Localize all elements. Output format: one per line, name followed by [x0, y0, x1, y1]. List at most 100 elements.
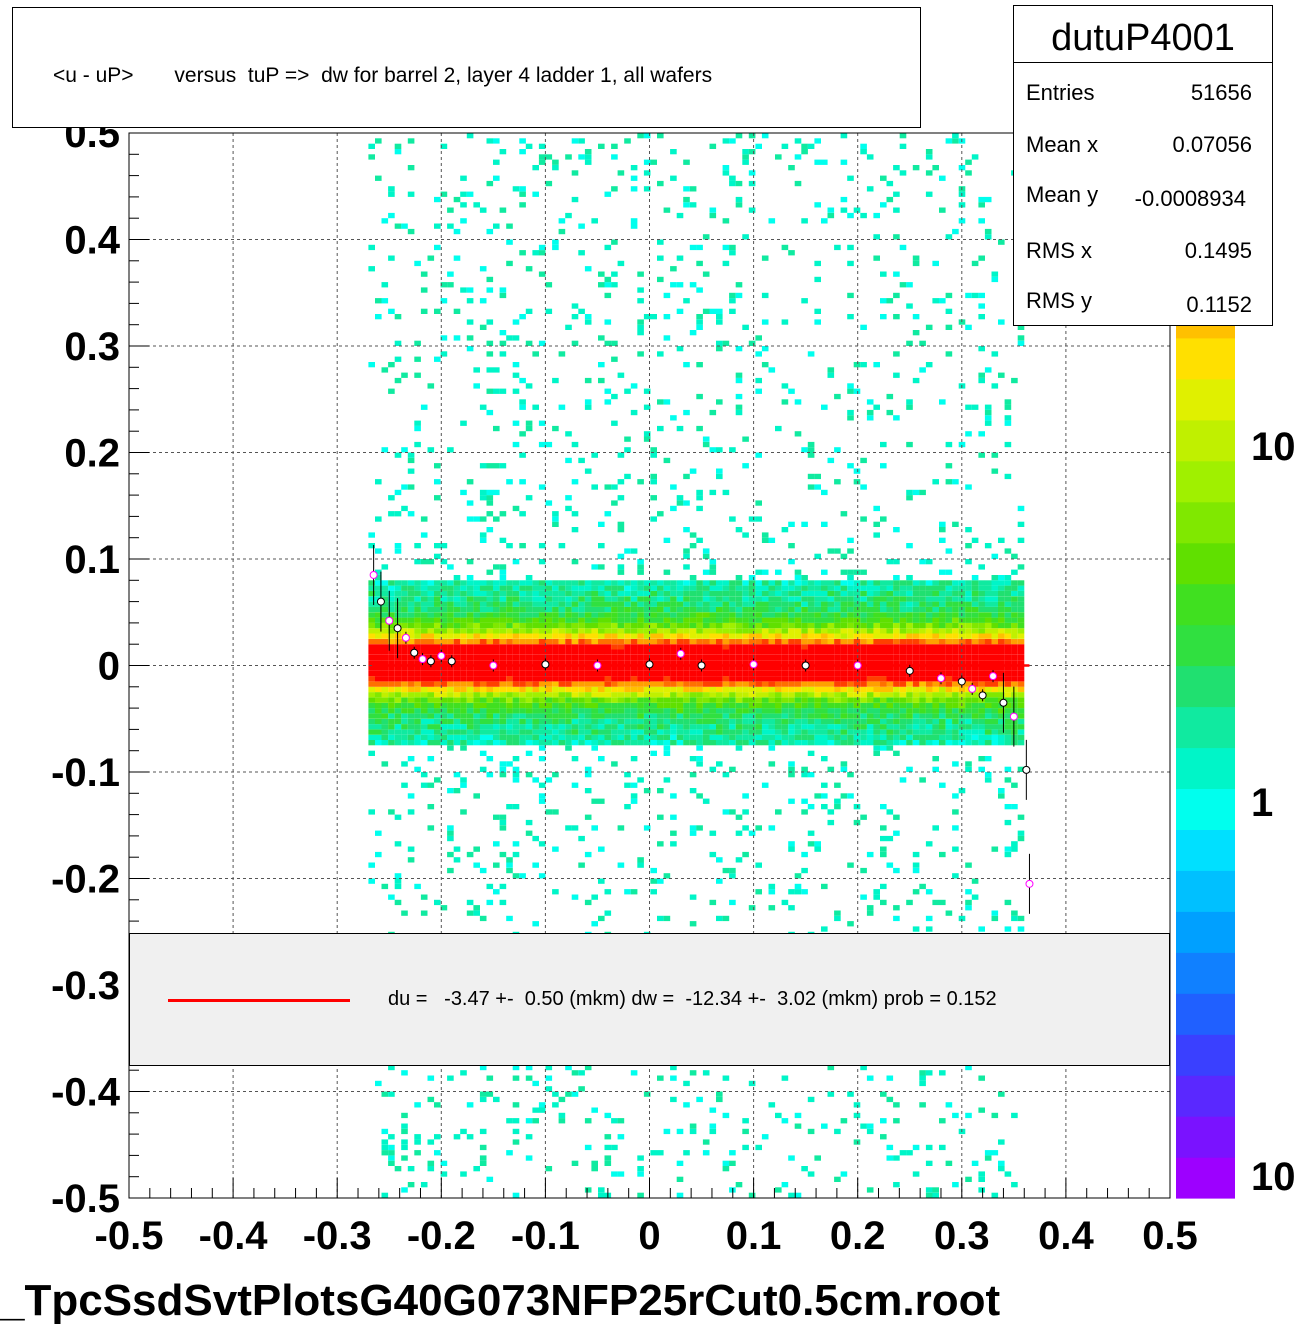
- heat-cell: [473, 580, 480, 586]
- heat-cell: [591, 718, 598, 725]
- heat-cell: [466, 638, 474, 645]
- heat-cell: [447, 851, 454, 858]
- heat-cell: [650, 654, 657, 661]
- heat-cell: [821, 676, 828, 682]
- heat-cell: [696, 580, 703, 586]
- heat-cell: [991, 660, 999, 666]
- heat-cell: [709, 734, 717, 740]
- heat-cell: [755, 638, 762, 645]
- heat-cell: [591, 702, 598, 709]
- heat-cell: [1011, 612, 1018, 618]
- heat-cell: [486, 724, 494, 730]
- heat-cell: [991, 644, 999, 650]
- heat-cell: [827, 729, 835, 735]
- heat-cell: [1017, 564, 1025, 570]
- heat-cell: [434, 196, 441, 203]
- heat-cell: [401, 612, 408, 618]
- heat-cell: [689, 622, 697, 629]
- heat-cell: [512, 756, 520, 762]
- heat-cell: [466, 633, 474, 639]
- heat-cell: [722, 260, 730, 267]
- heat-cell: [945, 670, 953, 677]
- heat-cell: [630, 409, 638, 416]
- heat-cell: [689, 702, 697, 709]
- heat-cell: [532, 708, 539, 714]
- heat-cell: [407, 585, 415, 591]
- heat-cell: [768, 883, 776, 890]
- heat-cell: [998, 670, 1005, 677]
- heat-cell: [899, 676, 907, 682]
- heat-cell: [945, 606, 953, 613]
- heat-cell: [801, 798, 808, 804]
- heat-cell: [998, 606, 1005, 613]
- heat-cell: [558, 1112, 566, 1119]
- heat-cell: [880, 441, 887, 448]
- heat-cell: [643, 133, 651, 139]
- heat-cell: [571, 681, 579, 687]
- heat-cell: [479, 404, 487, 410]
- y-tick-label: 0.4: [64, 219, 120, 263]
- x-tick-label: -0.5: [95, 1214, 164, 1258]
- heat-cell: [604, 484, 612, 490]
- heat-cell: [958, 697, 966, 703]
- heat-cell: [873, 617, 880, 623]
- heat-cell: [709, 899, 717, 906]
- heat-cell: [919, 724, 926, 730]
- heat-cell: [486, 489, 494, 496]
- heat-cell: [709, 692, 717, 698]
- heat-cell: [473, 708, 480, 714]
- heat-cell: [479, 489, 487, 496]
- heat-cell: [1011, 702, 1018, 709]
- heat-cell: [624, 447, 631, 453]
- heat-cell: [479, 1091, 487, 1097]
- heat-cell: [676, 622, 684, 629]
- heat-cell: [834, 638, 841, 645]
- heat-cell: [381, 676, 389, 682]
- heat-cell: [499, 761, 507, 767]
- heat-cell: [991, 718, 999, 725]
- heat-cell: [611, 665, 618, 671]
- heat-cell: [945, 654, 953, 661]
- heat-cell: [617, 521, 625, 527]
- heat-cell: [552, 670, 559, 677]
- heat-cell: [794, 590, 802, 597]
- heat-cell: [519, 191, 526, 197]
- heat-cell: [486, 628, 494, 634]
- heat-cell: [434, 718, 441, 725]
- heat-cell: [630, 654, 638, 661]
- heat-cell: [906, 580, 913, 586]
- heat-cell: [676, 692, 684, 698]
- heat-cell: [742, 670, 749, 677]
- heat-cell: [493, 622, 500, 629]
- heat-cell: [624, 638, 631, 645]
- heat-cell: [676, 612, 684, 618]
- heat-cell: [552, 596, 559, 602]
- heat-cell: [375, 638, 382, 645]
- heat-cell: [571, 612, 579, 618]
- heat-cell: [775, 660, 782, 666]
- heat-cell: [453, 622, 461, 629]
- heat-cell: [978, 708, 985, 714]
- heat-cell: [978, 638, 985, 645]
- heat-cell: [565, 580, 572, 586]
- y-tick-label: -0.2: [51, 858, 120, 902]
- heat-cell: [1004, 473, 1012, 480]
- heat-cell: [466, 649, 474, 655]
- heat-cell: [965, 660, 972, 666]
- heat-cell: [716, 692, 723, 698]
- heat-cell: [971, 404, 979, 410]
- heat-cell: [755, 500, 762, 506]
- heat-cell: [978, 590, 985, 597]
- heat-cell: [689, 601, 697, 607]
- heat-cell: [775, 601, 782, 607]
- heat-cell: [427, 734, 435, 740]
- heat-cell: [912, 686, 920, 693]
- heat-cell: [925, 1144, 933, 1151]
- heat-cell: [984, 660, 992, 666]
- heat-cell: [984, 702, 992, 709]
- heat-cell: [630, 718, 638, 725]
- heat-cell: [965, 740, 972, 746]
- heat-cell: [565, 654, 572, 661]
- heat-cell: [460, 676, 467, 682]
- heat-cell: [565, 686, 572, 693]
